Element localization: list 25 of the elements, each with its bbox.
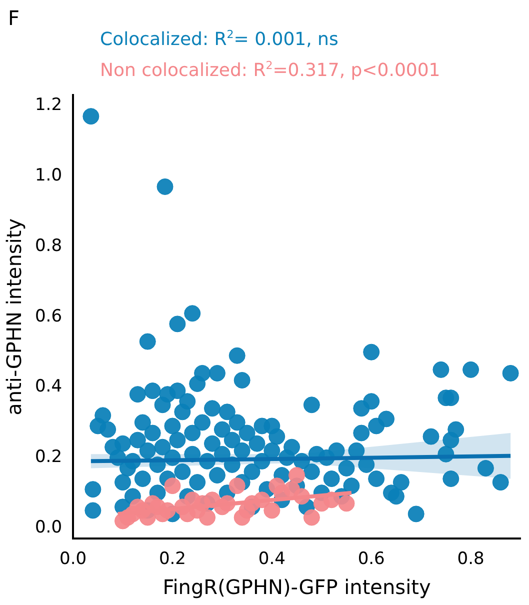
y-tick-label: 0.6 [34,306,62,326]
y-tick-label: 0.0 [34,517,62,538]
y-tick-label: 1.2 [34,95,62,116]
text: Colocalized: R$^{2}$= 0.001, ns [100,27,340,52]
text: Non colocalized: R$^{2}$=0.317, p<0.0001 [100,58,440,83]
y-axis-title: anti-GPHN intensity [2,218,26,416]
x-tick-label: 0.0 [60,549,87,570]
x-tick-label: 0.6 [358,549,385,570]
point [199,509,216,526]
x-tick-label: 0.4 [258,549,286,570]
y-tick-label: 1.0 [34,166,62,186]
point [264,502,280,519]
x-tick-label: 0.2 [158,549,186,570]
x-axis-title: FingR(GPHN)-GFP intensity [162,575,431,600]
chart-title: F [8,6,20,30]
point [338,495,355,512]
point [238,502,256,519]
point [288,467,306,484]
point [164,478,181,494]
x-tick-label: 0.8 [457,549,484,570]
point [303,509,320,526]
y-tick-label: 0.2 [34,447,62,468]
y-tick-label: 0.4 [34,376,62,397]
point [228,478,246,494]
y-tick-label: 0.8 [34,236,62,256]
